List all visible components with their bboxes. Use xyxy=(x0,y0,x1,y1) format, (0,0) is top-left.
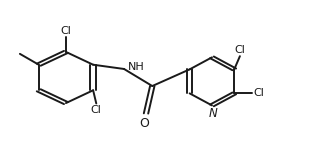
Text: N: N xyxy=(208,107,217,120)
Text: O: O xyxy=(139,117,149,130)
Text: NH: NH xyxy=(128,62,144,72)
Text: Cl: Cl xyxy=(253,88,264,98)
Text: Cl: Cl xyxy=(91,105,102,115)
Text: Cl: Cl xyxy=(235,45,245,55)
Text: Cl: Cl xyxy=(61,26,71,36)
